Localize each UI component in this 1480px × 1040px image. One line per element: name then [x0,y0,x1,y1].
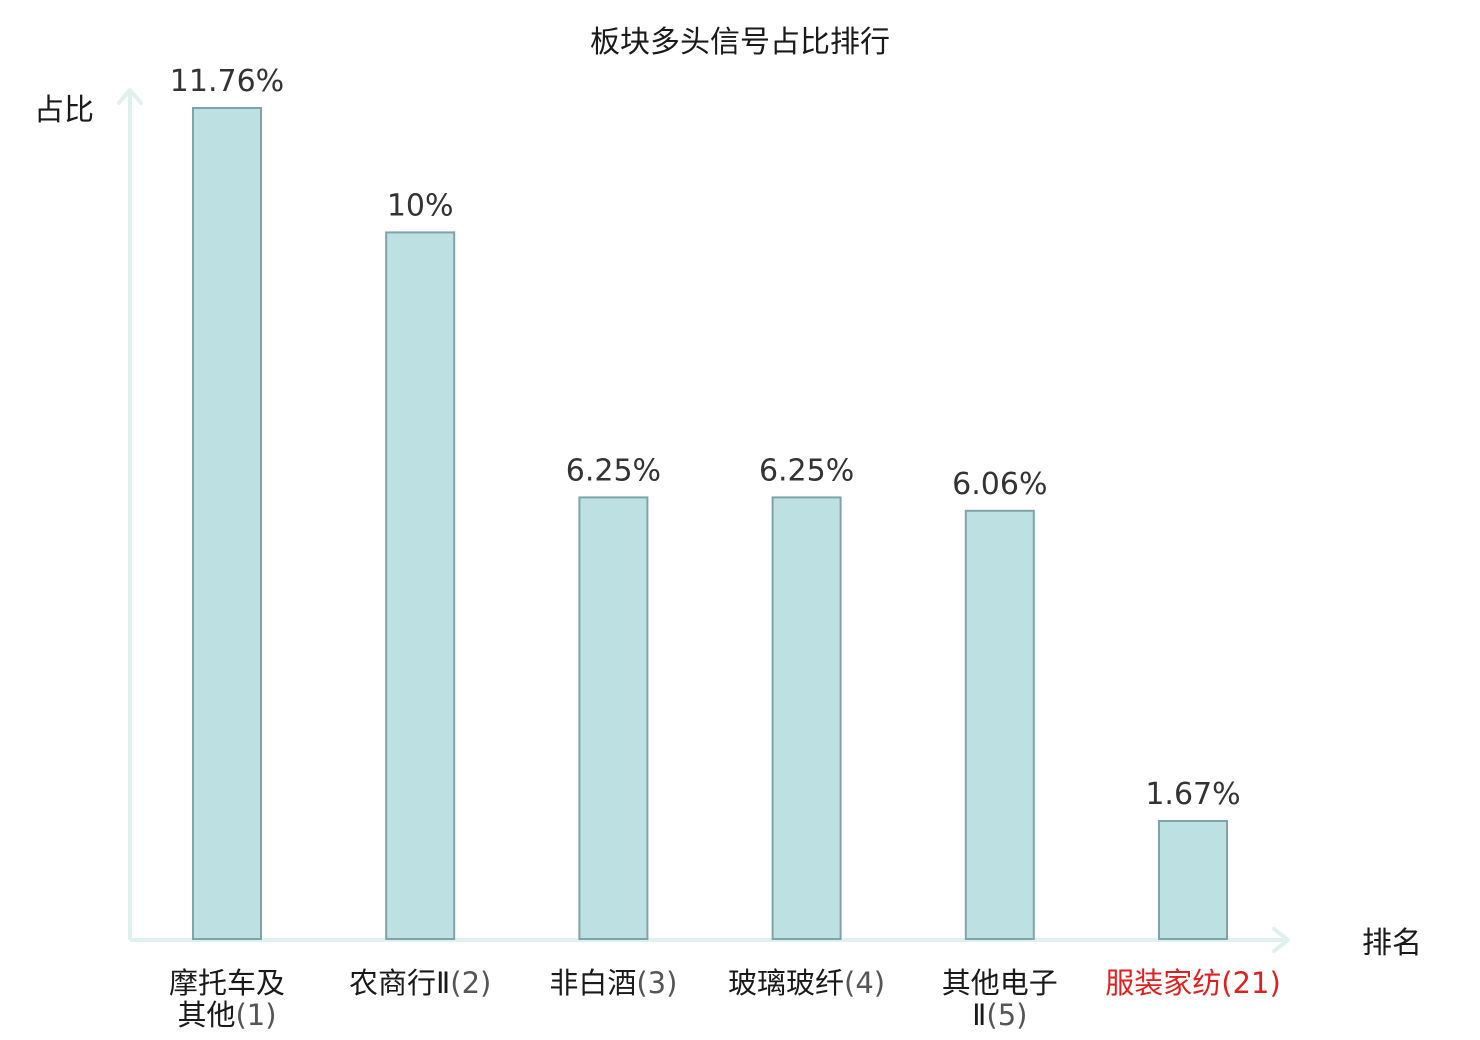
category-name: 玻璃玻纤 [728,966,844,1000]
category-name: 非白酒 [549,966,636,1000]
category-tick-labels: 摩托车及其他(1) 农商行Ⅱ(2) 非白酒(3) 玻璃玻纤(4) 其他电子 Ⅱ(5) 服装家… [169,966,1281,1032]
bar [578,496,649,940]
x-axis-arrow [1272,927,1290,953]
y-axis-label: 占比 [34,93,94,128]
bar-value-label: 10% [387,188,454,223]
category-tick-label: 农商行Ⅱ(2) [349,966,491,1000]
category-name: 服装家纺 [1105,966,1221,1000]
value-labels: 11.76% 10% 6.25% 6.25% 6.06% 1.67% [170,64,1241,812]
axes [117,88,1290,953]
category-tick-label: 玻璃玻纤(4) [728,966,885,1000]
bar [192,107,262,940]
bars [192,107,1228,940]
category-tick-label: 非白酒(3) [549,966,677,1000]
bar [1158,820,1228,940]
bar-value-label: 11.76% [170,64,284,99]
bar-value-label: 6.25% [566,453,661,488]
category-rank: (1) [235,998,276,1032]
bar [964,509,1035,940]
bar-value-label: 6.06% [952,467,1047,502]
y-axis-arrow [117,88,143,105]
category-name: 其他电子 [942,966,1058,1000]
bar [385,231,456,940]
category-name: 其他 [177,998,235,1032]
category-rank: (3) [636,966,677,1000]
category-tick-label: 摩托车及其他(1) [169,966,285,1032]
bar-value-label: 6.25% [759,453,854,488]
category-rank: (4) [844,966,885,1000]
category-name: 农商行Ⅱ [349,966,450,1000]
category-tick-label: 服装家纺(21) [1105,966,1281,1000]
category-name: Ⅱ [972,998,986,1032]
category-name: 摩托车及 [169,966,285,1000]
bar-value-label: 1.67% [1145,777,1240,812]
category-tick-label: 其他电子 Ⅱ(5) [942,966,1058,1032]
x-axis-label: 排名 [1362,926,1422,961]
category-rank: (2) [450,966,491,1000]
bar [771,496,842,940]
category-rank: (21) [1221,966,1281,1000]
chart-title: 板块多头信号占比排行 [590,25,890,60]
category-rank: (5) [986,998,1027,1032]
